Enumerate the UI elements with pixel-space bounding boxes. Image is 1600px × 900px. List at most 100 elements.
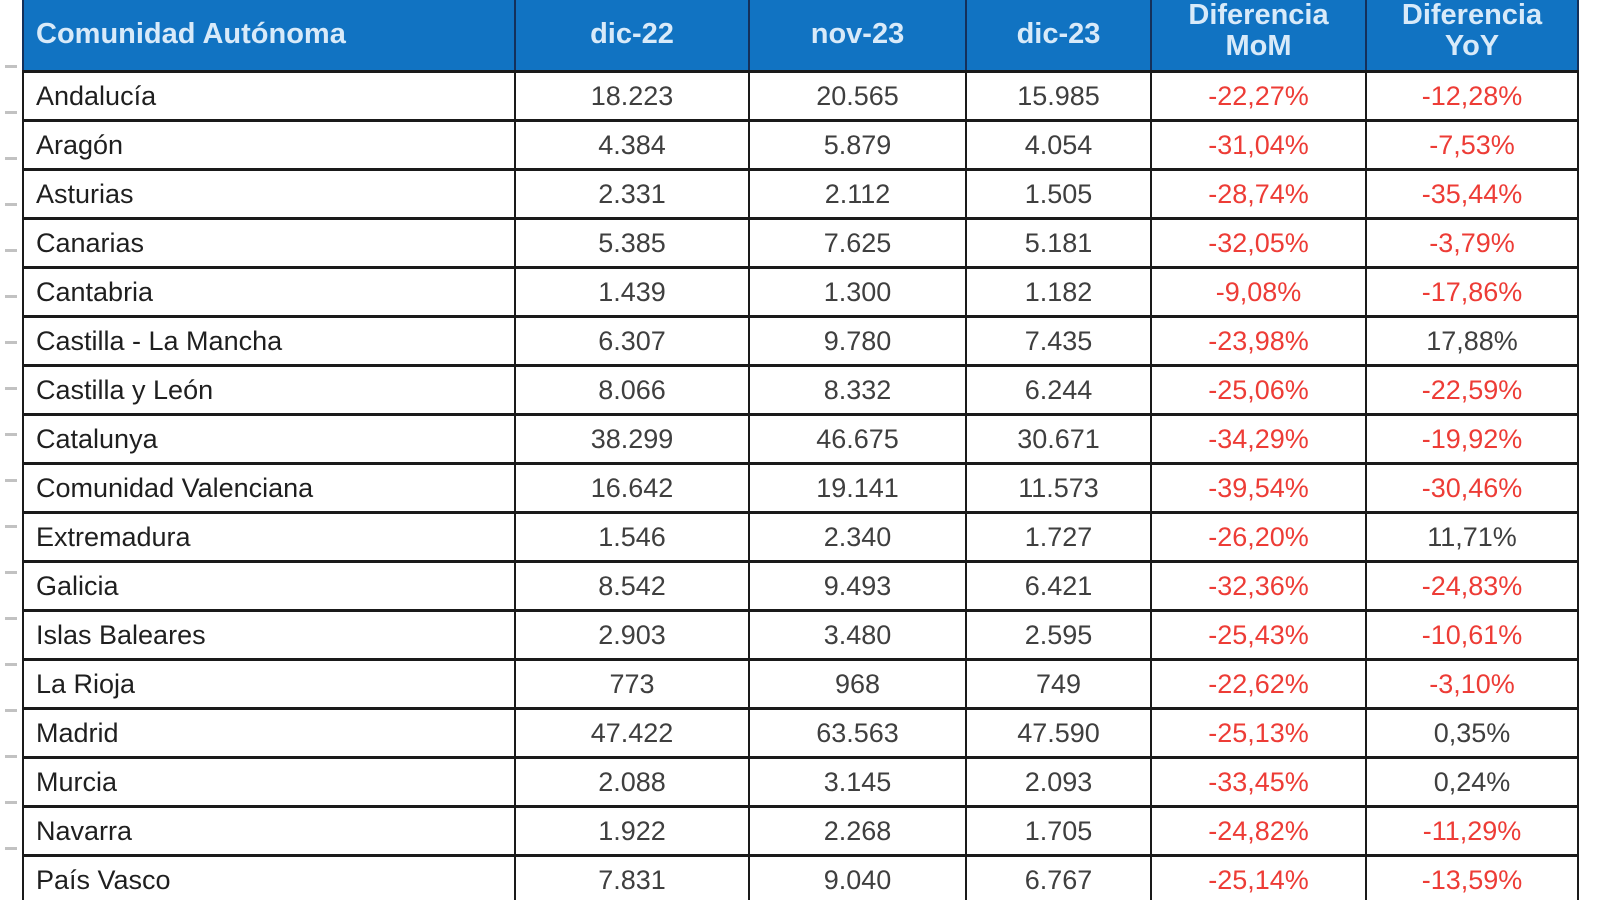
dic23-value-cell: 6.244: [965, 364, 1152, 416]
nov23-value-cell: 2.268: [748, 805, 967, 857]
mom-diff-cell: -25,13%: [1150, 707, 1367, 759]
mom-diff-cell: -33,45%: [1150, 756, 1367, 808]
dic23-value-cell: 6.767: [965, 854, 1152, 900]
mom-diff-cell: -31,04%: [1150, 119, 1367, 171]
left-margin-artifact-tick: [5, 847, 17, 850]
mom-diff-cell: -32,05%: [1150, 217, 1367, 269]
dic23-value-cell: 1.727: [965, 511, 1152, 563]
community-name-cell: Islas Baleares: [22, 609, 516, 661]
table-row: País Vasco 7.831 9.040 6.767 -25,14% -13,59%: [22, 854, 1579, 900]
diff-mom-header-lines: Diferencia MoM: [1153, 0, 1364, 62]
community-name-cell: País Vasco: [22, 854, 516, 900]
community-name-cell: Comunidad Valenciana: [22, 462, 516, 514]
community-name-cell: Cantabria: [22, 266, 516, 318]
nov23-value-cell: 9.493: [748, 560, 967, 612]
nov23-value-cell: 9.780: [748, 315, 967, 367]
table-row: Cantabria 1.439 1.300 1.182 -9,08% -17,86%: [22, 266, 1579, 318]
table-row: Asturias 2.331 2.112 1.505 -28,74% -35,44%: [22, 168, 1579, 220]
left-margin-artifact-tick: [5, 617, 17, 620]
yoy-diff-cell: -11,29%: [1365, 805, 1579, 857]
mom-diff-cell: -9,08%: [1150, 266, 1367, 318]
yoy-diff-cell: -10,61%: [1365, 609, 1579, 661]
mom-diff-cell: -24,82%: [1150, 805, 1367, 857]
community-name-cell: Asturias: [22, 168, 516, 220]
dic22-value-cell: 2.903: [514, 609, 750, 661]
mom-diff-cell: -26,20%: [1150, 511, 1367, 563]
dic23-value-cell: 5.181: [965, 217, 1152, 269]
col-header-community: Comunidad Autónoma: [22, 0, 516, 73]
mom-diff-cell: -22,27%: [1150, 70, 1367, 122]
table-row: Islas Baleares 2.903 3.480 2.595 -25,43% -10,…: [22, 609, 1579, 661]
table-row: Aragón 4.384 5.879 4.054 -31,04% -7,53%: [22, 119, 1579, 171]
mom-diff-cell: -25,14%: [1150, 854, 1367, 900]
dic22-value-cell: 4.384: [514, 119, 750, 171]
dic22-value-cell: 2.088: [514, 756, 750, 808]
nov23-value-cell: 3.480: [748, 609, 967, 661]
nov23-value-cell: 5.879: [748, 119, 967, 171]
diff-yoy-header-lines: Diferencia YoY: [1368, 0, 1576, 62]
left-margin-artifact-tick: [5, 433, 17, 436]
community-name-cell: La Rioja: [22, 658, 516, 710]
nov23-value-cell: 2.112: [748, 168, 967, 220]
community-name-cell: Galicia: [22, 560, 516, 612]
mom-diff-cell: -23,98%: [1150, 315, 1367, 367]
table-row: Castilla y León 8.066 8.332 6.244 -25,06% -22…: [22, 364, 1579, 416]
diff-yoy-line2: YoY: [1444, 29, 1500, 62]
mom-diff-cell: -28,74%: [1150, 168, 1367, 220]
table-body: Andalucía 18.223 20.565 15.985 -22,27% -12,28…: [22, 70, 1579, 900]
table-row: Catalunya 38.299 46.675 30.671 -34,29% -19,92…: [22, 413, 1579, 465]
dic22-value-cell: 47.422: [514, 707, 750, 759]
mom-diff-cell: -22,62%: [1150, 658, 1367, 710]
dic23-value-cell: 6.421: [965, 560, 1152, 612]
left-margin-artifact-tick: [5, 295, 17, 298]
dic23-value-cell: 30.671: [965, 413, 1152, 465]
yoy-diff-cell: 11,71%: [1365, 511, 1579, 563]
nov23-value-cell: 46.675: [748, 413, 967, 465]
dic23-value-cell: 47.590: [965, 707, 1152, 759]
dic23-value-cell: 1.705: [965, 805, 1152, 857]
nov23-value-cell: 19.141: [748, 462, 967, 514]
dic23-value-cell: 7.435: [965, 315, 1152, 367]
diff-yoy-line1: Diferencia: [1401, 0, 1543, 31]
dic22-value-cell: 8.542: [514, 560, 750, 612]
diff-mom-line2: MoM: [1225, 29, 1292, 62]
nov23-value-cell: 968: [748, 658, 967, 710]
yoy-diff-cell: -22,59%: [1365, 364, 1579, 416]
community-name-cell: Murcia: [22, 756, 516, 808]
left-margin-artifact-tick: [5, 157, 17, 160]
community-name-cell: Aragón: [22, 119, 516, 171]
table-row: Canarias 5.385 7.625 5.181 -32,05% -3,79%: [22, 217, 1579, 269]
col-header-dic-23: dic-23: [965, 0, 1152, 73]
nov23-value-cell: 1.300: [748, 266, 967, 318]
yoy-diff-cell: -3,10%: [1365, 658, 1579, 710]
table-row: Navarra 1.922 2.268 1.705 -24,82% -11,29%: [22, 805, 1579, 857]
yoy-diff-cell: -30,46%: [1365, 462, 1579, 514]
yoy-diff-cell: -17,86%: [1365, 266, 1579, 318]
nov23-value-cell: 9.040: [748, 854, 967, 900]
col-header-diff-yoy: Diferencia YoY: [1365, 0, 1579, 73]
col-header-diff-mom: Diferencia MoM: [1150, 0, 1367, 73]
dic23-value-cell: 2.595: [965, 609, 1152, 661]
community-name-cell: Castilla - La Mancha: [22, 315, 516, 367]
dic23-value-cell: 4.054: [965, 119, 1152, 171]
community-name-cell: Andalucía: [22, 70, 516, 122]
yoy-diff-cell: -19,92%: [1365, 413, 1579, 465]
nov23-value-cell: 3.145: [748, 756, 967, 808]
table-header: Comunidad Autónoma dic-22 nov-23 dic-23 …: [22, 0, 1579, 73]
community-name-cell: Extremadura: [22, 511, 516, 563]
left-margin-artifact-tick: [5, 663, 17, 666]
table-row: Andalucía 18.223 20.565 15.985 -22,27% -12,28…: [22, 70, 1579, 122]
yoy-diff-cell: 0,35%: [1365, 707, 1579, 759]
dic22-value-cell: 773: [514, 658, 750, 710]
left-margin-artifact-tick: [5, 525, 17, 528]
left-margin-artifact-tick: [5, 249, 17, 252]
left-margin-artifact-tick: [5, 801, 17, 804]
dic22-value-cell: 1.922: [514, 805, 750, 857]
table-row: Murcia 2.088 3.145 2.093 -33,45% 0,24%: [22, 756, 1579, 808]
left-margin-artifact-tick: [5, 709, 17, 712]
dic22-value-cell: 6.307: [514, 315, 750, 367]
dic22-value-cell: 38.299: [514, 413, 750, 465]
left-margin-artifact-tick: [5, 479, 17, 482]
yoy-diff-cell: 17,88%: [1365, 315, 1579, 367]
